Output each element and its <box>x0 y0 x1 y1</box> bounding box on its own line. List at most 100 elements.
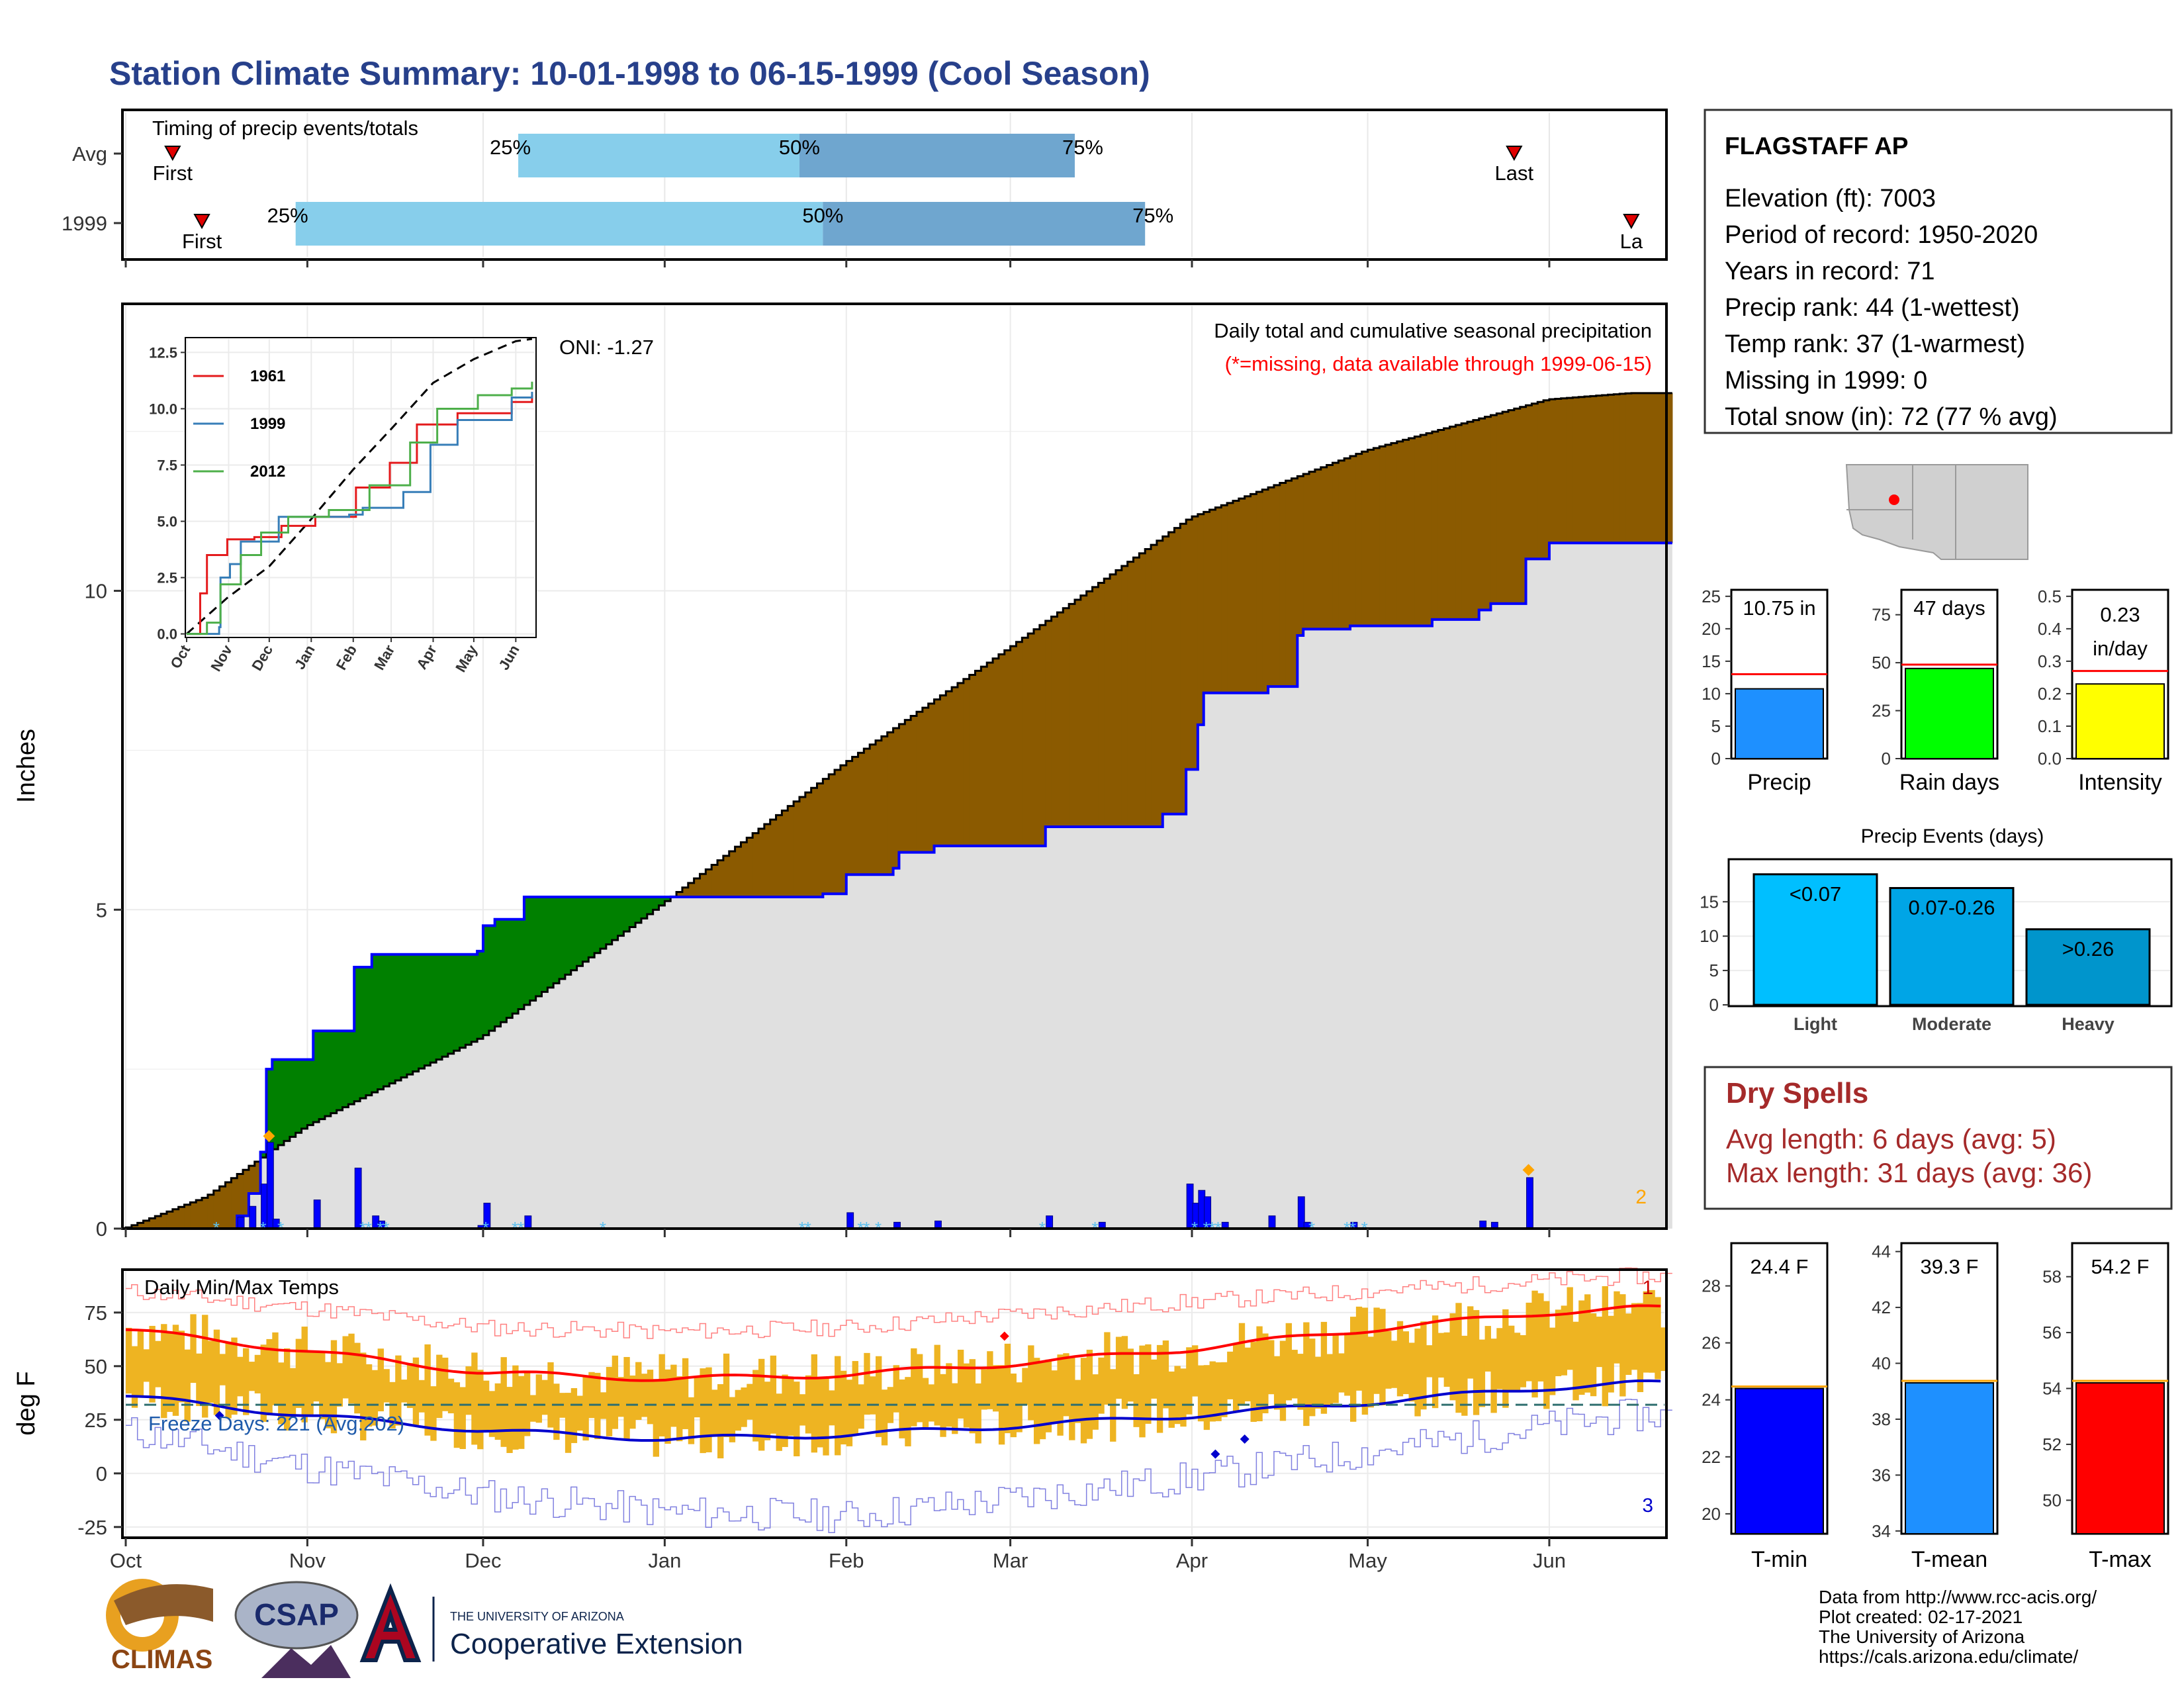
cumulative-anomaly-column <box>635 897 642 923</box>
cumulative-anomaly-column <box>1350 456 1357 626</box>
daily-temp-bar <box>541 1380 548 1415</box>
daily-temp-bar <box>1655 1297 1661 1380</box>
cumulative-anomaly-column <box>922 708 929 853</box>
daily-temp-bar <box>1297 1354 1304 1410</box>
cumulative-anomaly-column <box>190 1202 197 1229</box>
daily-temp-bar <box>1385 1331 1392 1389</box>
temp-stat-y-tick-label: 54 <box>2042 1379 2062 1399</box>
daily-precip-bar <box>1526 1177 1533 1229</box>
daily-temp-bar <box>1104 1332 1111 1405</box>
daily-temp-bar <box>213 1329 220 1415</box>
cumulative-anomaly-column <box>952 687 958 846</box>
cumulative-anomaly-column <box>184 1204 191 1229</box>
precip-event-bar-moderate <box>1889 887 2015 1006</box>
inset-legend-label-1961: 1961 <box>250 367 285 385</box>
cumulative-anomaly-column <box>1561 398 1568 543</box>
cumulative-anomaly-column <box>1028 633 1034 846</box>
daily-temp-bar <box>664 1369 671 1444</box>
cumulative-anomaly-column <box>835 769 841 894</box>
temp-stat-value-label-0: 24.4 F <box>1751 1255 1809 1278</box>
daily-temp-bar <box>805 1375 812 1434</box>
cumulative-anomaly-column <box>1473 420 1480 620</box>
cumulative-anomaly-column <box>969 675 976 846</box>
daily-temp-bar <box>911 1348 917 1427</box>
daily-temp-bar <box>846 1380 853 1446</box>
daily-temp-bar <box>1426 1345 1433 1378</box>
cumulative-anomaly-column <box>1086 591 1093 827</box>
daily-temp-bar <box>406 1363 414 1409</box>
daily-temp-bar <box>1192 1345 1199 1397</box>
precip-y-tick-label: 0 <box>96 1217 107 1241</box>
daily-temp-bar <box>629 1375 636 1429</box>
daily-temp-bar <box>1309 1338 1316 1417</box>
cumulative-anomaly-column <box>1291 478 1298 687</box>
cumulative-anomaly-column <box>747 837 753 898</box>
daily-temp-bar <box>829 1390 835 1426</box>
cumulative-anomaly-column <box>776 815 782 898</box>
timing-label-q25-1: 25% <box>267 204 308 227</box>
daily-temp-bar <box>1314 1356 1322 1409</box>
inset-series-line-2012 <box>187 381 533 635</box>
precip-subtitle: Daily total and cumulative seasonal prec… <box>1214 319 1652 342</box>
daily-temp-bar <box>1010 1373 1017 1438</box>
cumulative-anomaly-column <box>1414 436 1421 626</box>
temp-count-low: 3 <box>1642 1495 1653 1517</box>
cumulative-anomaly-column <box>354 966 361 1102</box>
daily-temp-bar <box>1531 1290 1538 1398</box>
daily-temp-bar <box>453 1382 461 1448</box>
cumulative-anomaly-column <box>829 774 835 894</box>
daily-temp-bar <box>477 1370 484 1450</box>
timing-first-label-1: First <box>182 230 222 253</box>
daily-temp-bar <box>1080 1358 1087 1444</box>
cumulative-anomaly-column <box>1051 616 1058 827</box>
cumulative-anomaly-column <box>178 1207 185 1229</box>
daily-temp-bar <box>248 1362 255 1391</box>
cumulative-anomaly-column <box>1543 400 1550 559</box>
daily-temp-bar <box>823 1378 829 1456</box>
daily-temp-bar <box>694 1377 700 1418</box>
daily-temp-bar <box>1350 1317 1357 1422</box>
cumulative-anomaly-column <box>1022 637 1028 846</box>
cumulative-anomaly-column <box>336 1031 343 1111</box>
cumulative-anomaly-column <box>1426 433 1433 626</box>
cumulative-anomaly-column <box>1637 393 1644 543</box>
precip-events-title: Precip Events (days) <box>1861 825 2044 847</box>
cumulative-anomaly-column <box>213 1190 220 1229</box>
cumulative-anomaly-column <box>893 728 900 868</box>
station-info-frame <box>1704 109 2173 434</box>
daily-temp-bar <box>1432 1315 1439 1409</box>
precip-event-bar-label: 0.07-0.26 <box>1909 896 1995 919</box>
temp-x-tick-label: Dec <box>465 1549 501 1572</box>
daily-temp-bar <box>447 1378 455 1414</box>
precip-y-tick-label: 5 <box>96 898 107 921</box>
timing-first-marker-1 <box>193 214 210 230</box>
cumulative-anomaly-column <box>518 919 525 1009</box>
cumulative-anomaly-column <box>1420 434 1427 626</box>
daily-temp-bar <box>1063 1353 1069 1417</box>
daily-temp-bar <box>1596 1316 1603 1368</box>
timing-label-q75-0: 75% <box>1062 136 1103 159</box>
cumulative-anomaly-column <box>1555 399 1562 543</box>
temp-stat-category-label-0: T-min <box>1751 1547 1807 1572</box>
daily-temp-bar <box>412 1357 420 1426</box>
cumulative-anomaly-column <box>817 783 823 898</box>
events-y-tick-label: 15 <box>1700 892 1719 912</box>
daily-temp-bar <box>207 1340 214 1403</box>
events-y-tick-label: 0 <box>1709 995 1719 1015</box>
temp-x-tick-label: Nov <box>289 1549 326 1572</box>
daily-temp-bar <box>1174 1366 1181 1425</box>
precip-extreme-marker <box>263 1130 275 1143</box>
cumulative-anomaly-column <box>1156 540 1163 827</box>
cumulative-anomaly-column <box>1443 428 1451 620</box>
daily-temp-bar <box>547 1362 554 1428</box>
temp-record-marker <box>214 1411 224 1421</box>
cumulative-anomaly-column <box>659 897 665 906</box>
stat-value-label-0: 10.75 in <box>1743 596 1815 620</box>
stat-y-tick-label: 0.5 <box>2038 586 2062 606</box>
cumulative-anomaly-column <box>653 897 660 910</box>
credits: Data from http://www.rcc-acis.org/ Plot … <box>1819 1587 2097 1667</box>
temp-stat-y-tick-label: 38 <box>1872 1409 1891 1429</box>
csap-logo-mountains <box>261 1645 351 1678</box>
cumulative-anomaly-column <box>946 691 952 846</box>
